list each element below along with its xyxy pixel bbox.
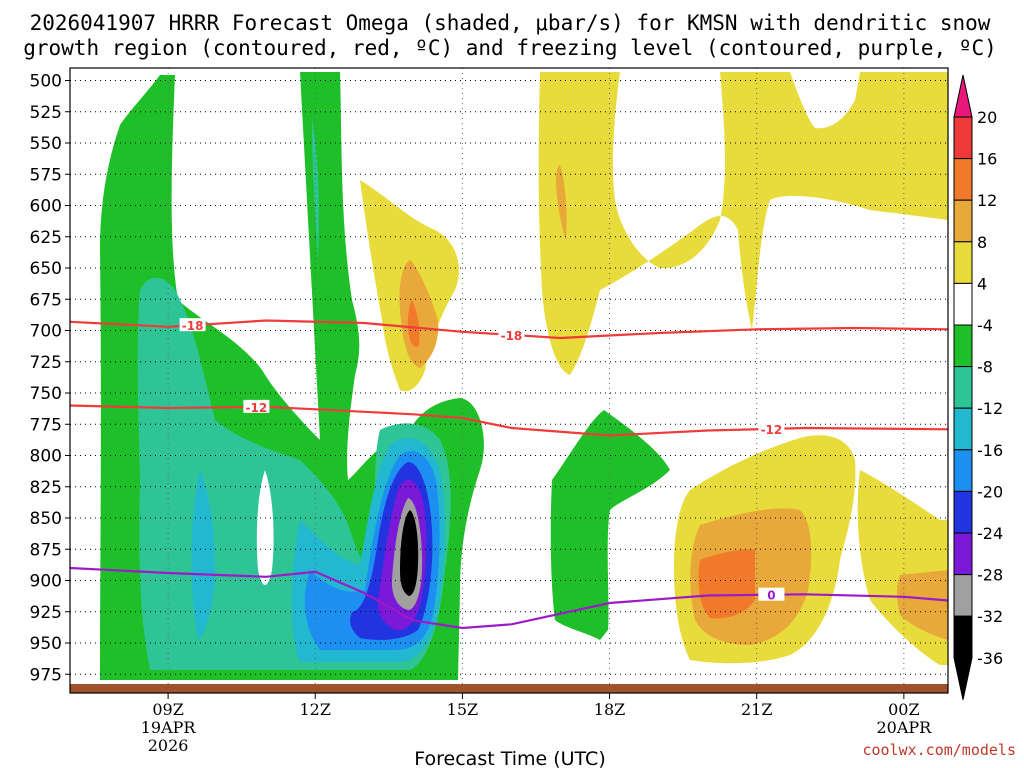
- contour-label: 0: [767, 589, 775, 603]
- y-tick-label: 500: [30, 72, 62, 92]
- omega-shade-black: [400, 510, 419, 596]
- contour-label-background: [498, 327, 525, 341]
- contour-label-background: [758, 587, 785, 601]
- x-tick-date: 19APR: [141, 718, 197, 737]
- contour-label-background: [243, 399, 270, 413]
- omega-shade-yellow: [538, 72, 948, 375]
- colorbar-level-label: 4: [977, 274, 987, 293]
- contour-label: -12: [761, 423, 783, 437]
- omega-shade-teal: [312, 120, 319, 260]
- grid-lines: [70, 68, 948, 693]
- omega-shade-teal: [137, 277, 451, 670]
- omega-shade-gold: [556, 165, 567, 240]
- chart-title-line1: 2026041907 HRRR Forecast Omega (shaded, …: [30, 11, 991, 35]
- colorbar-level-label: -16: [977, 441, 1003, 460]
- contour-label-background: [758, 421, 785, 435]
- y-tick-label: 550: [30, 134, 62, 154]
- colorbar-level-label: 20: [977, 108, 997, 127]
- y-tick-label: 750: [30, 384, 62, 404]
- colorbar-level-label: -28: [977, 566, 1003, 585]
- colorbar-level-label: -4: [977, 316, 993, 335]
- x-tick-label: 09Z: [152, 700, 183, 719]
- chart-title-line2: growth region (contoured, red, ºC) and f…: [23, 36, 997, 60]
- y-tick-label: 900: [30, 572, 62, 592]
- contour-label: -18: [182, 319, 204, 333]
- omega-shade-gold: [897, 570, 948, 640]
- x-tick-label: 18Z: [594, 700, 625, 719]
- x-tick-year: 2026: [148, 736, 189, 755]
- omega-shade-orange: [698, 549, 755, 619]
- colorbar-level-label: 16: [977, 150, 997, 169]
- colorbar-level-label: -20: [977, 482, 1003, 501]
- y-tick-label: 575: [30, 165, 62, 185]
- y-tick-label: 650: [30, 259, 62, 279]
- y-tick-label: 875: [30, 540, 62, 560]
- y-tick-label: 725: [30, 353, 62, 373]
- omega-shade-gold: [399, 260, 439, 368]
- x-tick-label: 21Z: [741, 700, 772, 719]
- y-tick-label: 925: [30, 603, 62, 623]
- y-tick-label: 850: [30, 509, 62, 529]
- colorbar-swatch: [953, 158, 973, 201]
- y-tick-label: 975: [30, 665, 62, 685]
- colorbar-level-label: -36: [977, 649, 1003, 668]
- plot-frame: [69, 67, 949, 694]
- colorbar-swatch: [953, 241, 973, 284]
- omega-shade-gap: [256, 470, 274, 585]
- contour-label-background: [179, 318, 206, 332]
- omega-shade-cyan: [191, 470, 215, 640]
- colorbar-level-label: -8: [977, 358, 993, 377]
- colorbar-level-label: 12: [977, 191, 997, 210]
- colorbar-swatch: [953, 615, 973, 659]
- x-axis-label: Forecast Time (UTC): [414, 748, 605, 768]
- contour-freezing-level: [70, 566, 948, 630]
- colorbar-swatch: [953, 532, 973, 576]
- y-tick-label: 600: [30, 197, 62, 217]
- colorbar-swatch: [953, 282, 973, 326]
- y-tick-label: 775: [30, 415, 62, 435]
- colorbar-swatch: [953, 116, 973, 160]
- colorbar-arrow-bottom: [953, 657, 973, 700]
- y-axis: 500 525 550 575 600 625 650 675 700 725 750 775 800 8…: [30, 72, 70, 685]
- y-tick-label: 525: [30, 103, 62, 123]
- omega-shade-orange: [407, 300, 420, 347]
- contour-dgz-isotherm: [70, 404, 948, 437]
- contour-label: -12: [246, 401, 268, 415]
- colorbar-level-label: -12: [977, 399, 1003, 418]
- colorbar: 20 16 12 8 4 -4 -8 -12 -16 -20 -24 -28 -32 -36: [953, 74, 1003, 700]
- colorbar-swatch: [953, 574, 973, 617]
- omega-shade-green: [550, 410, 670, 640]
- colorbar-level-label: -24: [977, 524, 1003, 543]
- ground-surface-band: [70, 684, 948, 693]
- y-tick-label: 950: [30, 634, 62, 654]
- colorbar-level-label: 8: [977, 233, 987, 252]
- colorbar-swatch: [953, 366, 973, 409]
- x-tick-label: 12Z: [300, 700, 331, 719]
- credit-text: coolwx.com/models: [862, 741, 1016, 759]
- colorbar-arrow-top: [953, 74, 973, 118]
- y-tick-label: 625: [30, 228, 62, 248]
- colorbar-swatch: [953, 324, 973, 368]
- x-tick-label: 00Z: [888, 700, 919, 719]
- omega-shading: [70, 68, 948, 693]
- contour-label: -18: [501, 329, 523, 343]
- y-tick-label: 825: [30, 478, 62, 498]
- colorbar-swatch: [953, 490, 973, 534]
- y-tick-label: 800: [30, 447, 62, 467]
- colorbar-level-label: -32: [977, 607, 1003, 626]
- colorbar-swatch: [953, 199, 973, 243]
- y-tick-label: 700: [30, 322, 62, 342]
- x-tick-label: 15Z: [447, 700, 478, 719]
- contour-lines: -18 -18 -12 -12 0: [70, 318, 948, 630]
- x-tick-date: 20APR: [876, 718, 932, 737]
- y-tick-label: 675: [30, 290, 62, 310]
- colorbar-swatch: [953, 449, 973, 492]
- colorbar-swatch: [953, 407, 973, 451]
